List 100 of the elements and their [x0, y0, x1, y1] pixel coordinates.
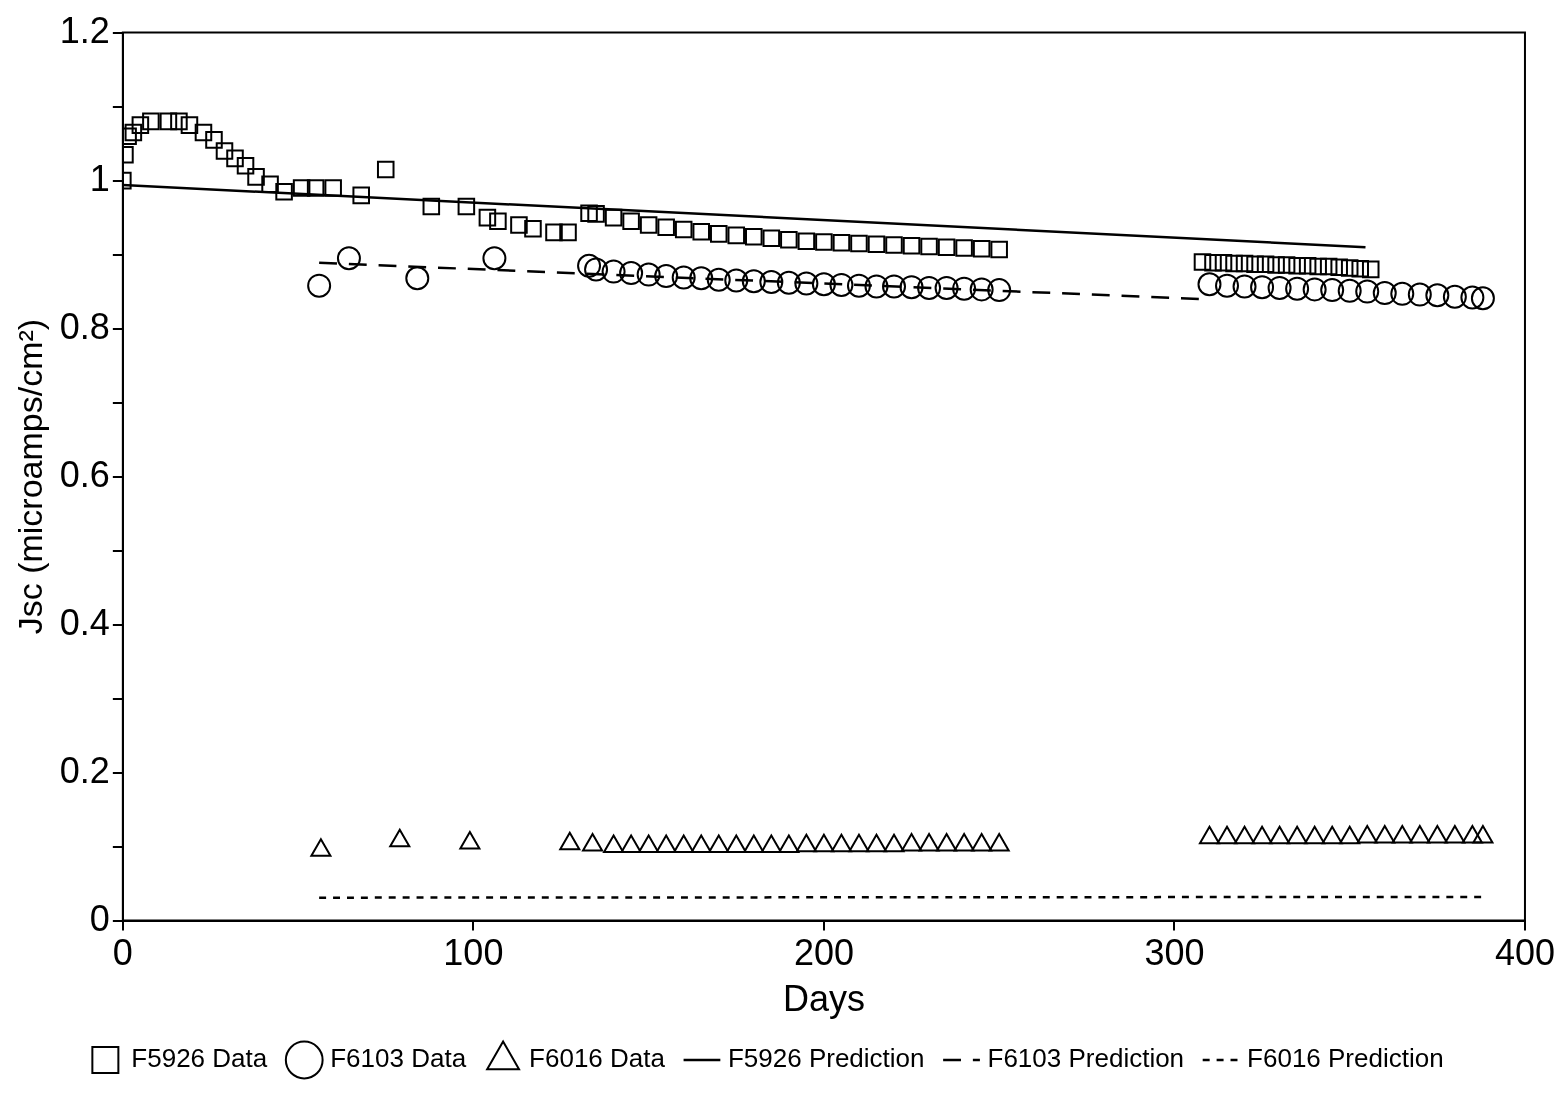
point [865, 833, 888, 853]
point [918, 833, 940, 852]
point [883, 833, 905, 853]
point [795, 833, 817, 853]
point [1442, 284, 1467, 309]
point [830, 833, 852, 853]
point [1304, 825, 1326, 845]
point [706, 267, 731, 292]
point [336, 246, 361, 271]
point [690, 834, 712, 854]
x-tick-label: 200 [793, 932, 854, 974]
point [1286, 825, 1308, 845]
legend-label: F6103 Prediction [987, 1043, 1185, 1074]
legend-label: F6016 Data [529, 1043, 666, 1074]
legend-label: F6016 Prediction [1247, 1043, 1444, 1074]
point [953, 833, 975, 852]
point [1425, 283, 1450, 308]
legend-label: F6103 Data [330, 1043, 467, 1074]
point [708, 834, 730, 854]
point [636, 262, 661, 287]
x-tick-label: 400 [1494, 932, 1556, 974]
point [848, 833, 870, 853]
point [741, 269, 766, 294]
point [1337, 278, 1362, 303]
point [794, 271, 819, 296]
point [310, 838, 332, 857]
point [829, 272, 854, 297]
point [1339, 825, 1361, 845]
point [1426, 824, 1448, 844]
point [1372, 281, 1397, 306]
point [655, 834, 677, 854]
point [1234, 825, 1256, 845]
point [619, 261, 644, 286]
point [1472, 824, 1494, 844]
point [1407, 282, 1432, 307]
point [389, 828, 411, 848]
point [725, 834, 747, 854]
point [1198, 825, 1221, 845]
point [671, 265, 696, 290]
point [778, 834, 800, 854]
point [1251, 825, 1273, 845]
point [1302, 277, 1327, 302]
point [620, 834, 642, 854]
point [654, 264, 679, 289]
point [952, 276, 977, 301]
point [1285, 276, 1310, 301]
point [1321, 825, 1343, 845]
point [1444, 824, 1466, 844]
point [1374, 824, 1396, 844]
point [1460, 285, 1485, 310]
point [459, 830, 481, 850]
point [1267, 275, 1292, 300]
point [776, 270, 801, 295]
x-axis-title: Days [782, 978, 865, 1020]
point [582, 833, 604, 852]
point [577, 253, 602, 278]
point [901, 833, 923, 852]
point [1269, 825, 1291, 845]
x-tick-label: 100 [443, 932, 504, 974]
point [936, 833, 958, 852]
point [584, 257, 609, 282]
point [601, 259, 626, 284]
point [689, 266, 714, 291]
y-tick-label: 1 [89, 157, 110, 199]
x-tick-label: 300 [1144, 932, 1205, 974]
point [1390, 281, 1415, 306]
point [482, 246, 507, 271]
point [1197, 272, 1222, 297]
point [917, 275, 942, 300]
point [1391, 824, 1413, 844]
y-tick-label: 0 [89, 897, 110, 939]
point [1461, 824, 1483, 844]
point [934, 275, 959, 300]
point [1470, 286, 1495, 311]
y-tick-label: 0.6 [59, 453, 110, 495]
point [987, 278, 1012, 303]
y-tick-label: 0.2 [59, 749, 110, 791]
point [813, 833, 835, 853]
y-tick-label: 1.2 [59, 9, 110, 51]
legend-label: F5926 Data [131, 1043, 268, 1074]
point [743, 834, 765, 854]
point [759, 269, 784, 294]
y-tick-label: 0.8 [59, 305, 110, 347]
point [882, 274, 907, 299]
point [603, 834, 625, 854]
point [1355, 279, 1380, 304]
point [988, 833, 1010, 852]
y-axis-title: Jsc (microamps/cm²) [10, 318, 49, 635]
point [724, 268, 749, 293]
point [1320, 278, 1345, 303]
point [1356, 824, 1378, 844]
point [638, 834, 660, 854]
point [969, 277, 994, 302]
point [1232, 274, 1257, 299]
point [559, 831, 581, 851]
point [405, 266, 430, 291]
point [1250, 275, 1275, 300]
point [673, 834, 695, 854]
point [760, 834, 782, 854]
point [971, 833, 993, 852]
